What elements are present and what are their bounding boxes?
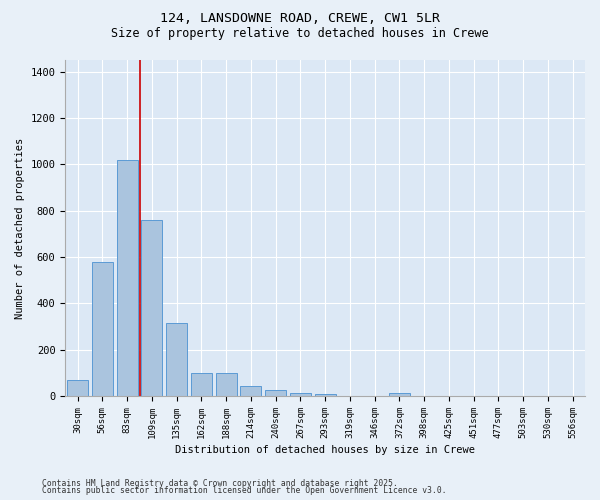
Text: Contains HM Land Registry data © Crown copyright and database right 2025.: Contains HM Land Registry data © Crown c… [42, 478, 398, 488]
Text: Size of property relative to detached houses in Crewe: Size of property relative to detached ho… [111, 28, 489, 40]
Bar [314, 394, 335, 396]
X-axis label: Distribution of detached houses by size in Crewe: Distribution of detached houses by size … [175, 445, 475, 455]
Bar [241, 386, 262, 396]
Bar [166, 323, 187, 396]
Y-axis label: Number of detached properties: Number of detached properties [15, 138, 25, 318]
Bar [265, 390, 286, 396]
Text: Contains public sector information licensed under the Open Government Licence v3: Contains public sector information licen… [42, 486, 446, 495]
Bar [191, 373, 212, 396]
Bar [389, 392, 410, 396]
Text: 124, LANSDOWNE ROAD, CREWE, CW1 5LR: 124, LANSDOWNE ROAD, CREWE, CW1 5LR [160, 12, 440, 26]
Bar [290, 392, 311, 396]
Bar [116, 160, 137, 396]
Bar [215, 373, 236, 396]
Bar [67, 380, 88, 396]
Bar [92, 262, 113, 396]
Bar [142, 220, 163, 396]
